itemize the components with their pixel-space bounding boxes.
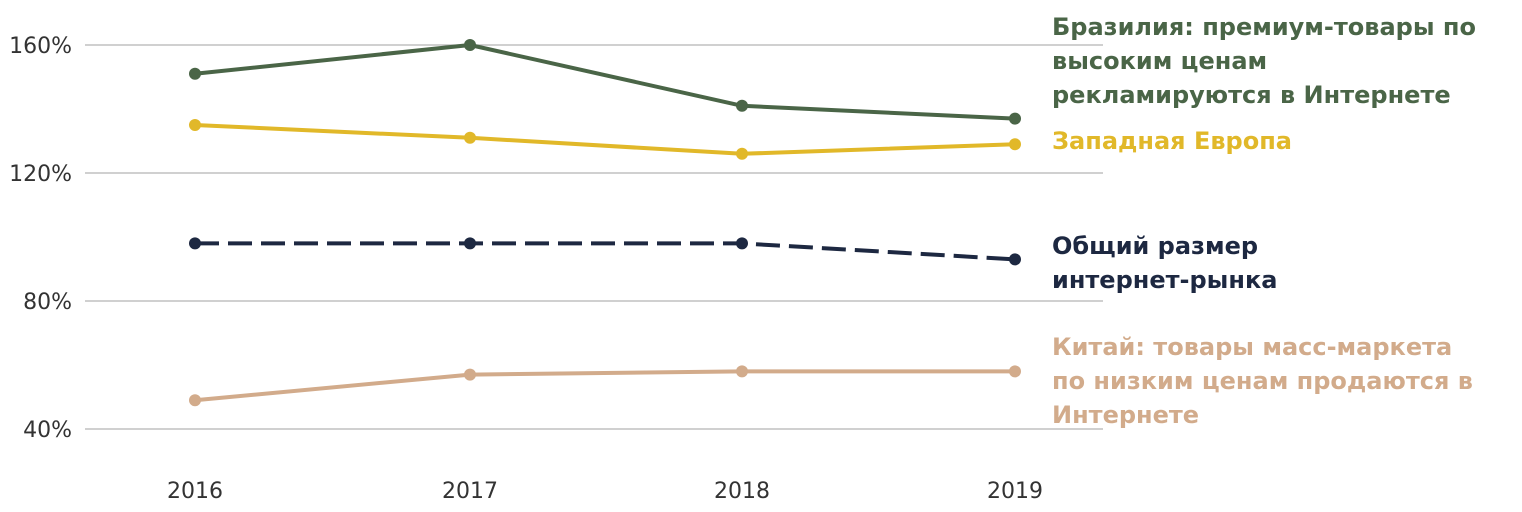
x-tick-label: 2017 [442, 479, 498, 504]
data-point-china-2017 [464, 368, 476, 381]
y-tick-label: 40% [23, 418, 72, 443]
series-line-western-europe [194, 123, 1016, 156]
y-tick-label: 160% [9, 34, 72, 59]
data-point-total-online-market-2018 [736, 237, 748, 250]
x-axis-tick-labels: 2016 2017 2018 2019 [167, 479, 1043, 504]
x-tick-label: 2018 [714, 479, 770, 504]
series-lines [189, 39, 1021, 407]
data-point-brazil-2019 [1009, 112, 1021, 125]
series-line-china [194, 369, 1015, 403]
series-labels: Бразилия: премиум-товары по высоким ценам… [1052, 13, 1476, 429]
data-point-brazil-2017 [464, 39, 476, 51]
data-point-brazil-2018 [736, 99, 748, 112]
data-point-brazil-2016 [189, 67, 201, 80]
series-label-china: Интернете [1052, 401, 1199, 429]
data-point-china-2018 [736, 365, 748, 378]
data-point-china-2019 [1009, 365, 1021, 378]
data-point-western-europe-2016 [189, 119, 201, 131]
series-label-brazil: высоким ценам [1052, 47, 1267, 75]
data-point-western-europe-2019 [1009, 138, 1021, 151]
series-label-total-online-market: интернет-рынка [1052, 266, 1277, 294]
data-point-china-2016 [189, 394, 201, 407]
series-label-brazil: Бразилия: премиум-товары по [1052, 13, 1476, 41]
series-label-china: по низким ценам продаются в [1052, 367, 1473, 395]
data-point-western-europe-2018 [736, 147, 748, 160]
series-label-western-europe: Западная Европа [1052, 127, 1292, 155]
series-line-total-online-market [195, 241, 1016, 262]
gridlines [85, 44, 1103, 430]
data-point-total-online-market-2016 [189, 237, 201, 250]
series-line-brazil [194, 43, 1016, 121]
y-axis-tick-labels: 160% 120% 80% 40% [9, 34, 72, 443]
y-tick-label: 80% [23, 290, 72, 315]
series-label-china: Китай: товары масс-маркета [1052, 333, 1452, 361]
data-point-total-online-market-2017 [464, 237, 476, 250]
data-point-western-europe-2017 [464, 131, 476, 144]
series-label-total-online-market: Общий размер [1052, 232, 1258, 260]
y-tick-label: 120% [9, 162, 72, 187]
series-label-brazil: рекламируются в Интернете [1052, 81, 1451, 109]
x-tick-label: 2016 [167, 479, 223, 504]
x-tick-label: 2019 [987, 479, 1043, 504]
data-point-total-online-market-2019 [1009, 253, 1021, 266]
